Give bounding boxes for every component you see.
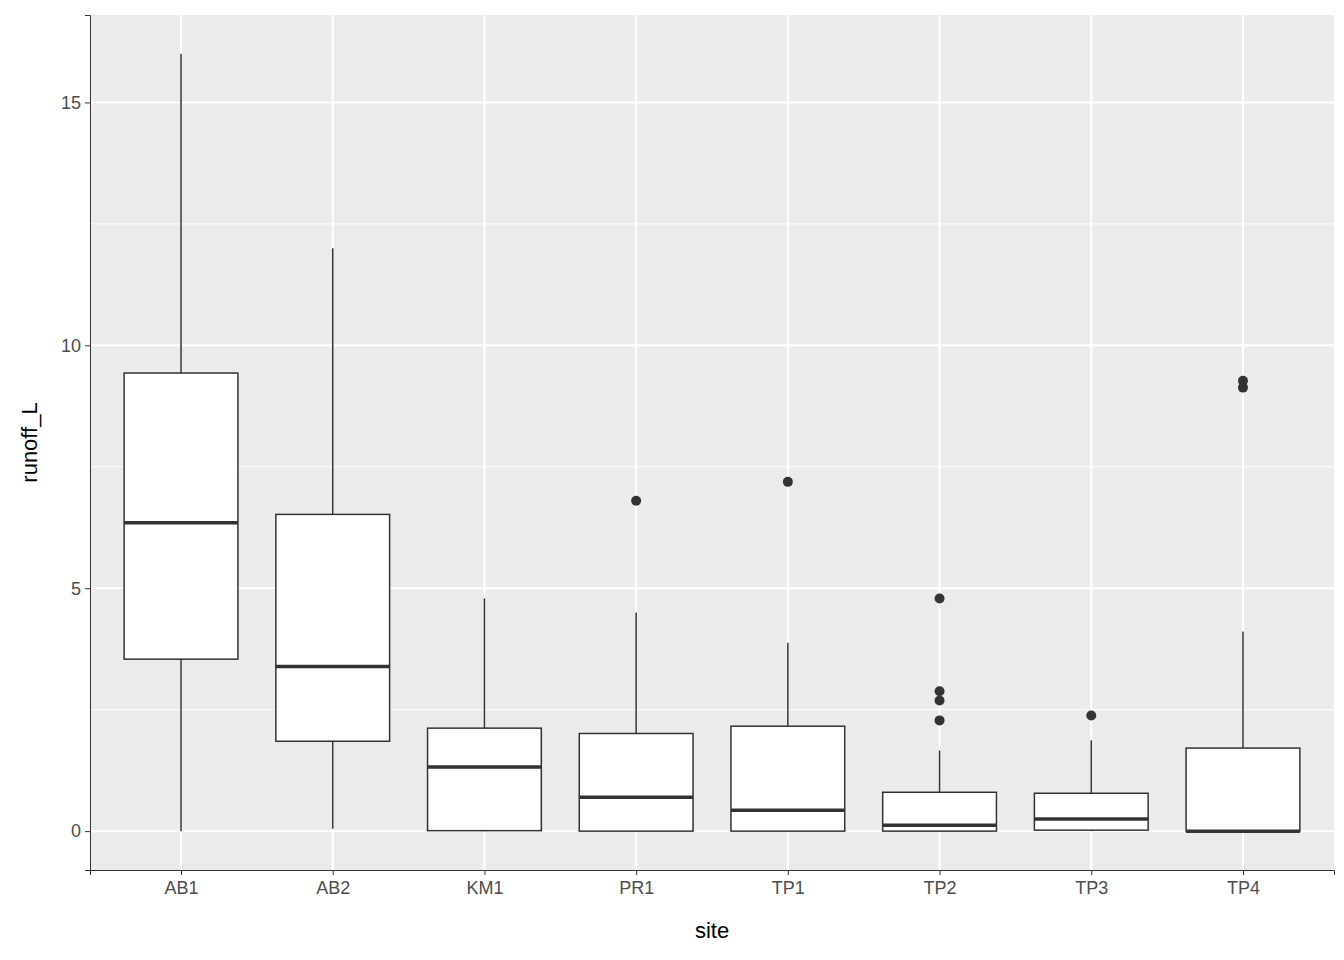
boxes — [124, 54, 1300, 831]
box-body — [276, 514, 390, 741]
x-tick-mark — [1243, 870, 1244, 875]
upper-whisker — [635, 613, 637, 734]
upper-whisker — [939, 750, 941, 792]
median — [124, 521, 238, 525]
upper-whisker — [1242, 631, 1244, 748]
x-axis: AB1 AB2 KM1 PR1 TP1 TP2 TP3 TP4 — [91, 870, 1335, 898]
x-tick: TP3 — [1075, 870, 1108, 898]
x-tick-label: AB2 — [316, 878, 350, 898]
grid-line-x — [939, 15, 941, 870]
box — [579, 496, 693, 831]
y-axis: 0 5 10 15 — [61, 16, 91, 871]
grid-line — [90, 344, 1334, 346]
y-tick-label: 0 — [71, 821, 81, 841]
median — [1186, 829, 1300, 833]
x-axis-title: site — [695, 918, 729, 943]
x-axis-line — [91, 871, 1335, 876]
box-body — [1034, 793, 1148, 830]
box-body — [883, 792, 997, 831]
x-tick-mark — [333, 870, 334, 875]
x-tick: KM1 — [466, 870, 503, 898]
box — [1034, 711, 1148, 832]
y-tick-label: 10 — [61, 336, 81, 356]
x-tick-label: TP2 — [924, 878, 957, 898]
upper-whisker — [484, 598, 486, 728]
outlier — [1238, 383, 1248, 393]
y-tick: 10 — [61, 336, 90, 356]
median — [579, 795, 693, 799]
y-tick-mark — [85, 831, 90, 832]
box-body — [124, 373, 238, 659]
y-tick: 0 — [71, 821, 90, 841]
y-axis-line — [85, 16, 91, 871]
x-tick: TP2 — [924, 870, 957, 898]
median — [731, 808, 845, 812]
grid — [90, 15, 1334, 870]
y-tick: 15 — [61, 93, 90, 113]
box — [1186, 376, 1300, 831]
box-body — [428, 728, 542, 831]
x-tick-label: TP4 — [1227, 878, 1260, 898]
box-body — [731, 726, 845, 831]
upper-whisker — [180, 54, 182, 373]
y-tick-mark — [85, 102, 90, 103]
grid-line-x — [1090, 15, 1092, 870]
x-tick-label: KM1 — [466, 878, 503, 898]
outlier — [935, 715, 945, 725]
x-tick-label: TP3 — [1075, 878, 1108, 898]
x-tick-label: AB1 — [165, 878, 199, 898]
box — [124, 54, 238, 831]
upper-whisker — [1091, 740, 1093, 793]
x-tick-label: TP1 — [772, 878, 805, 898]
outlier — [935, 593, 945, 603]
median — [883, 824, 997, 828]
box — [731, 477, 845, 831]
grid-line-x — [1242, 15, 1244, 870]
x-tick-mark — [940, 870, 941, 875]
y-tick-label: 15 — [61, 93, 81, 113]
y-tick-label: 5 — [71, 578, 81, 598]
x-tick: AB1 — [165, 870, 199, 898]
box — [276, 248, 390, 829]
outlier — [935, 695, 945, 705]
lower-whisker — [180, 659, 182, 831]
panel-background — [90, 15, 1334, 870]
median — [276, 665, 390, 669]
outlier — [935, 686, 945, 696]
box-body — [1186, 748, 1300, 831]
y-tick: 5 — [71, 578, 90, 598]
x-tick-mark — [181, 870, 182, 875]
minor-grid-line — [90, 223, 1334, 224]
grid-line — [90, 101, 1334, 103]
x-tick: PR1 — [619, 870, 654, 898]
plot: 0 5 10 15 AB1 AB2 KM1 PR1 TP1 TP2 TP3 TP4 — [61, 15, 1335, 898]
minor-grid-line — [90, 466, 1334, 467]
x-tick-mark — [484, 870, 485, 875]
y-tick-mark — [85, 588, 90, 589]
x-tick: AB2 — [316, 870, 350, 898]
y-axis-title: runoff_L — [17, 402, 42, 482]
upper-whisker — [332, 248, 334, 514]
x-tick-mark — [788, 870, 789, 875]
box-body — [579, 733, 693, 831]
lower-whisker — [332, 741, 334, 828]
outlier — [783, 477, 793, 487]
box — [428, 598, 542, 831]
median — [1034, 817, 1148, 821]
x-tick-mark — [1091, 870, 1092, 875]
chart: 0 5 10 15 AB1 AB2 KM1 PR1 TP1 TP2 TP3 TP4 site runoff… — [0, 0, 1344, 960]
x-tick: TP1 — [772, 870, 805, 898]
x-tick: TP4 — [1227, 870, 1260, 898]
outlier — [631, 496, 641, 506]
box — [883, 593, 997, 831]
upper-whisker — [787, 643, 789, 727]
y-tick-mark — [85, 345, 90, 346]
outlier — [1086, 711, 1096, 721]
x-tick-label: PR1 — [619, 878, 654, 898]
x-tick-mark — [636, 870, 637, 875]
median — [428, 765, 542, 769]
